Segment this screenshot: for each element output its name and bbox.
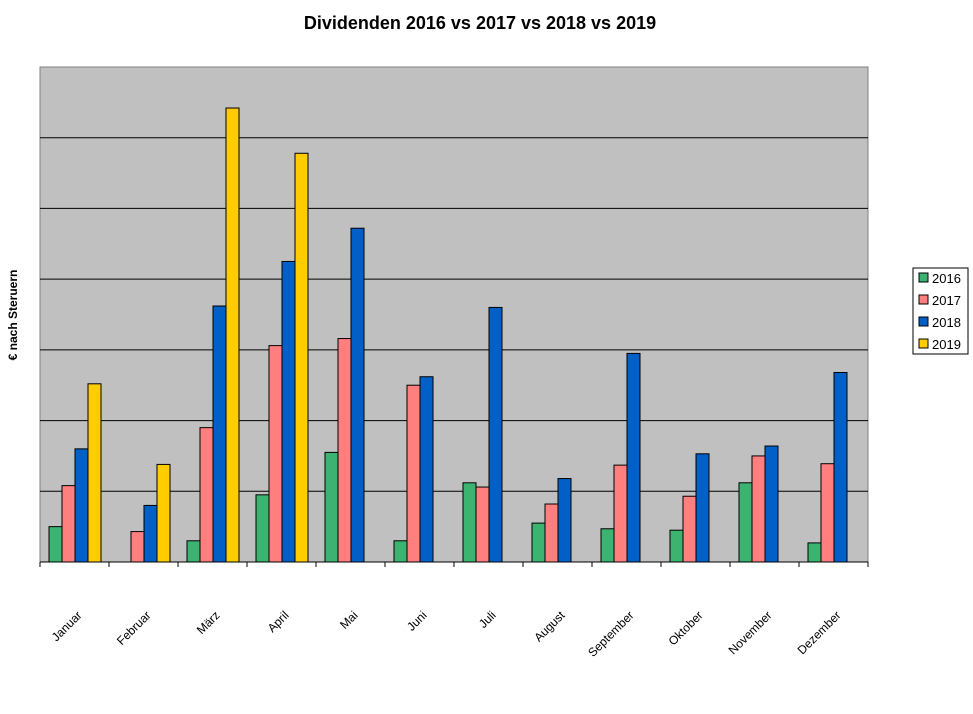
bar-2017-7 <box>475 486 490 563</box>
legend-swatch-2017 <box>918 294 929 305</box>
bar-2017-11 <box>751 455 766 563</box>
x-tick-label-7: Juli <box>476 608 499 631</box>
legend-label-2019: 2019 <box>932 337 961 352</box>
bar-2017-1 <box>61 485 76 563</box>
bar-2016-9 <box>600 528 615 563</box>
chart-title: Dividenden 2016 vs 2017 vs 2018 vs 2019 <box>304 13 656 33</box>
x-tick-label-11: November <box>726 608 775 657</box>
bar-2019-3 <box>225 107 240 563</box>
bar-2017-5 <box>337 338 352 563</box>
bar-2018-1 <box>74 448 89 563</box>
x-tick-label-10: Oktober <box>666 608 706 648</box>
bar-2016-3 <box>186 540 201 563</box>
x-tick-label-5: Mai <box>337 608 361 632</box>
x-tick-label-12: Dezember <box>795 608 844 657</box>
legend-label-2016: 2016 <box>932 271 961 286</box>
bar-2016-12 <box>807 542 822 563</box>
bar-2018-11 <box>764 445 779 563</box>
bar-2016-1 <box>48 526 63 563</box>
bar-2017-3 <box>199 427 214 563</box>
bar-2019-4 <box>294 152 309 563</box>
x-tick-label-8: August <box>531 608 568 645</box>
bar-2019-2 <box>156 463 171 563</box>
x-tick-label-2: Februar <box>114 608 154 648</box>
bar-2018-12 <box>833 371 848 563</box>
plot-area <box>39 66 869 563</box>
x-tick-label-3: März <box>194 608 223 637</box>
bar-2016-6 <box>393 540 408 563</box>
bar-2017-9 <box>613 464 628 563</box>
legend-swatch-2019 <box>918 338 929 349</box>
bar-2018-9 <box>626 352 641 563</box>
bar-2016-10 <box>669 529 684 563</box>
legend-swatch-2018 <box>918 316 929 327</box>
bar-2017-8 <box>544 503 559 563</box>
legend-swatch-2016 <box>918 272 929 283</box>
bar-2016-11 <box>738 482 753 563</box>
x-tick-label-9: September <box>585 608 636 659</box>
x-axis: Januar Februar März April Mai Juni Juli August S… <box>39 561 869 660</box>
bar-2017-6 <box>406 384 421 563</box>
bar-2018-10 <box>695 453 710 563</box>
x-tick-label-6: Juni <box>404 608 429 633</box>
bar-2018-3 <box>212 305 227 563</box>
x-tick-label-4: April <box>265 608 292 635</box>
bar-2017-2 <box>130 531 145 563</box>
bar-2016-8 <box>531 522 546 563</box>
x-tick-label-1: Januar <box>49 608 85 644</box>
bar-2016-4 <box>255 494 270 563</box>
bar-2018-8 <box>557 478 572 563</box>
legend: 2016 2017 2018 2019 <box>912 267 969 355</box>
bar-2019-1 <box>87 383 102 563</box>
bar-2018-7 <box>488 306 503 563</box>
bar-2018-5 <box>350 227 365 563</box>
bar-2017-10 <box>682 495 697 563</box>
bar-2017-4 <box>268 345 283 563</box>
gridlines <box>40 137 868 492</box>
bar-2018-6 <box>419 376 434 563</box>
bars <box>48 107 848 563</box>
bar-2016-7 <box>462 482 477 563</box>
legend-label-2018: 2018 <box>932 315 961 330</box>
y-axis-label: € nach Steruern <box>6 270 20 361</box>
legend-label-2017: 2017 <box>932 293 961 308</box>
bar-2018-4 <box>281 260 296 563</box>
bar-2017-12 <box>820 463 835 563</box>
bar-2018-2 <box>143 504 158 563</box>
bar-2016-5 <box>324 451 339 563</box>
